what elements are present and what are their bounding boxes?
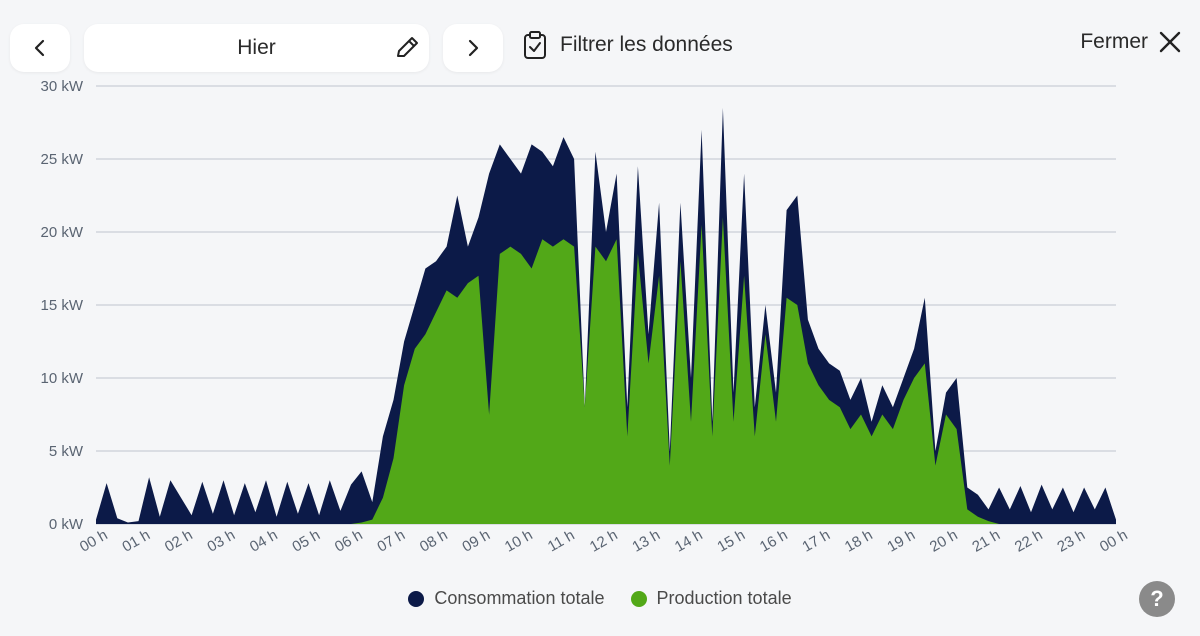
x-tick-label: 15 h: [714, 526, 748, 555]
legend-label-production: Production totale: [656, 588, 792, 608]
x-tick-label: 03 h: [204, 526, 238, 555]
x-tick-label: 06 h: [332, 526, 366, 555]
x-tick-label: 10 h: [502, 526, 536, 555]
y-tick-label: 0 kW: [49, 516, 84, 533]
legend-dot-production: [630, 590, 647, 607]
legend-item-production[interactable]: Production totale: [630, 588, 792, 609]
x-tick-label: 09 h: [459, 526, 493, 555]
y-tick-label: 30 kW: [40, 78, 83, 95]
y-tick-label: 20 kW: [40, 224, 83, 241]
y-tick-label: 5 kW: [49, 443, 84, 460]
x-tick-label: 14 h: [672, 526, 706, 555]
x-tick-label: 21 h: [969, 526, 1003, 555]
x-tick-label: 07 h: [374, 526, 408, 555]
help-button[interactable]: ?: [1139, 581, 1175, 617]
close-button[interactable]: Fermer: [1080, 30, 1182, 54]
power-area-chart: 0 kW 5 kW 10 kW 15 kW 20 kW 25 kW 30 kW 00 h 01 …: [40, 78, 1131, 556]
clipboard-check-icon: [524, 31, 546, 59]
x-tick-label: 17 h: [799, 526, 833, 555]
x-tick-label: 13 h: [629, 526, 663, 555]
date-selector[interactable]: Hier: [84, 24, 429, 72]
x-tick-label: 12 h: [587, 526, 621, 555]
x-tick-label: 01 h: [119, 526, 153, 555]
chart-legend: Consommation totale Production totale: [0, 588, 1200, 609]
chevron-left-icon: [34, 39, 45, 57]
date-label: Hier: [237, 36, 276, 59]
legend-label-consumption: Consommation totale: [434, 588, 605, 608]
previous-day-button[interactable]: [10, 24, 70, 72]
pencil-icon[interactable]: [393, 34, 421, 62]
x-tick-label: 04 h: [247, 526, 281, 555]
y-tick-label: 10 kW: [40, 370, 83, 387]
x-tick-label: 23 h: [1054, 526, 1088, 555]
chevron-right-icon: [468, 39, 479, 57]
y-tick-label: 15 kW: [40, 297, 83, 314]
series-area-production: [96, 217, 1116, 524]
x-tick-label: 02 h: [162, 526, 196, 555]
x-tick-label: 20 h: [927, 526, 961, 555]
question-icon: ?: [1150, 586, 1164, 611]
x-tick-label: 08 h: [417, 526, 451, 555]
y-tick-label: 25 kW: [40, 151, 83, 168]
x-tick-label: 05 h: [289, 526, 323, 555]
filter-data-button[interactable]: Filtrer les données: [522, 30, 733, 60]
next-day-button[interactable]: [443, 24, 503, 72]
close-label: Fermer: [1080, 30, 1148, 53]
x-tick-label: 19 h: [884, 526, 918, 555]
x-tick-label: 22 h: [1012, 526, 1046, 555]
x-tick-label: 18 h: [842, 526, 876, 555]
x-tick-label: 00 h: [1097, 526, 1131, 555]
legend-item-consumption[interactable]: Consommation totale: [408, 588, 605, 609]
close-icon: [1159, 31, 1181, 53]
filter-data-label: Filtrer les données: [560, 33, 733, 56]
legend-dot-consumption: [408, 590, 425, 607]
x-tick-label: 16 h: [757, 526, 791, 555]
x-tick-label: 11 h: [545, 527, 578, 556]
